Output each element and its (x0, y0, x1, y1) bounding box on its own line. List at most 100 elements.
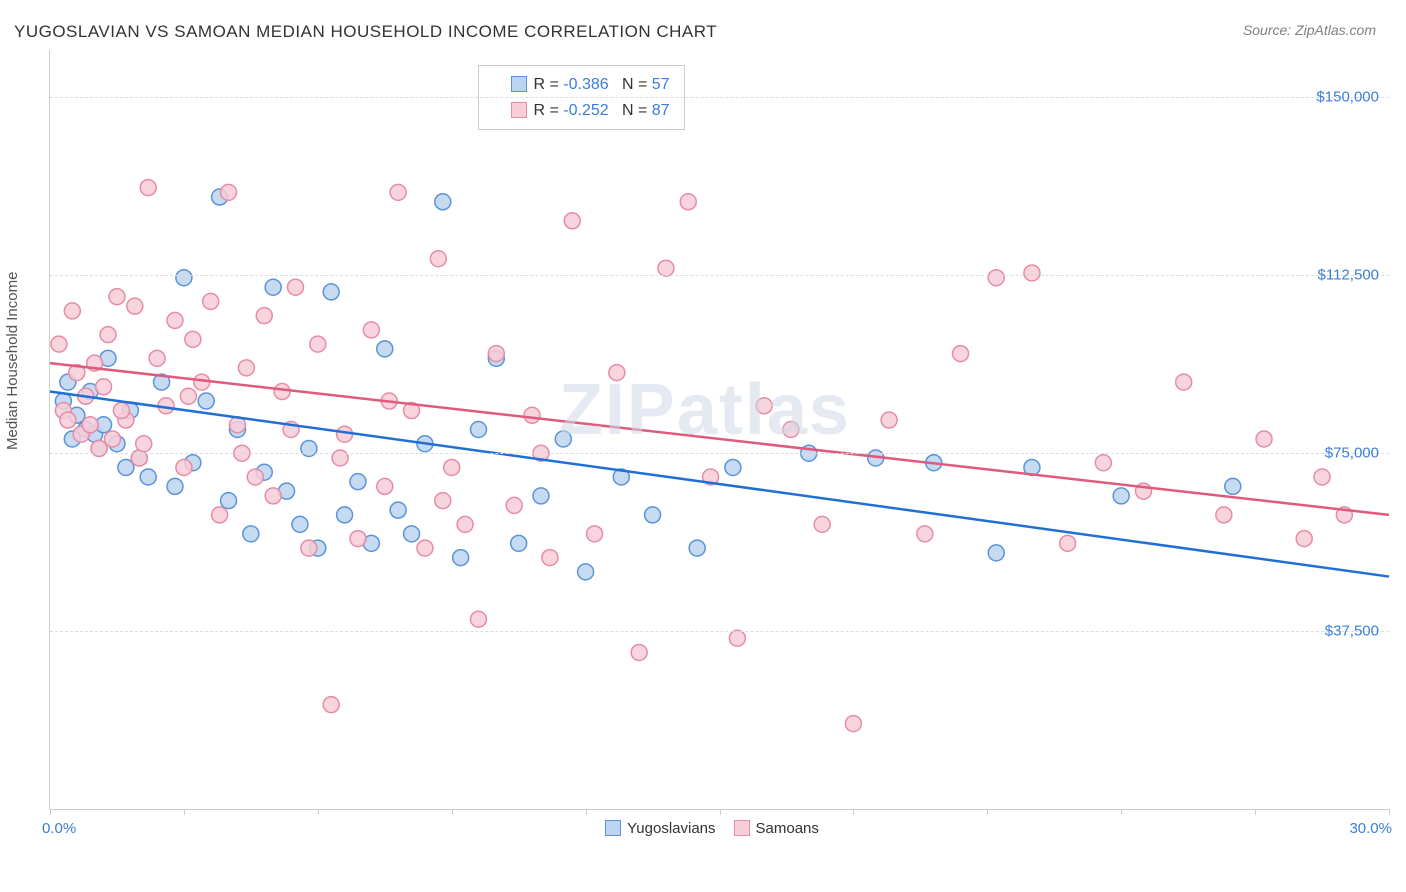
scatter-point-yugoslavians (350, 474, 366, 490)
scatter-point-yugoslavians (453, 550, 469, 566)
scatter-point-samoans (247, 469, 263, 485)
x-tick (586, 809, 587, 815)
x-tick (1389, 809, 1390, 815)
scatter-point-samoans (82, 417, 98, 433)
scatter-point-yugoslavians (337, 507, 353, 523)
scatter-point-yugoslavians (533, 488, 549, 504)
scatter-point-samoans (756, 398, 772, 414)
scatter-point-samoans (136, 436, 152, 452)
scatter-point-yugoslavians (1225, 478, 1241, 494)
scatter-point-samoans (390, 184, 406, 200)
bottom-label-yugoslavians: Yugoslavians (627, 820, 715, 837)
scatter-point-yugoslavians (988, 545, 1004, 561)
scatter-point-samoans (140, 180, 156, 196)
x-tick (318, 809, 319, 815)
stats-row-yugoslavians: R = -0.386 N = 57 (493, 72, 669, 98)
gridline (50, 97, 1389, 98)
gridline (50, 631, 1389, 632)
bottom-label-samoans: Samoans (756, 820, 819, 837)
y-tick-label: $37,500 (1325, 623, 1379, 640)
scatter-point-samoans (323, 697, 339, 713)
scatter-point-yugoslavians (555, 431, 571, 447)
scatter-point-yugoslavians (404, 526, 420, 542)
y-axis-label: Median Household Income (4, 272, 21, 450)
scatter-point-yugoslavians (435, 194, 451, 210)
x-tick (452, 809, 453, 815)
x-tick (1121, 809, 1122, 815)
scatter-point-samoans (265, 488, 281, 504)
scatter-point-samoans (631, 644, 647, 660)
scatter-point-samoans (470, 611, 486, 627)
x-tick (720, 809, 721, 815)
scatter-point-samoans (417, 540, 433, 556)
x-tick (50, 809, 51, 815)
scatter-point-samoans (564, 213, 580, 229)
scatter-point-samoans (953, 346, 969, 362)
legend-swatch-samoans (511, 102, 527, 118)
chart-container: Median Household Income ZIPatlas R = -0.… (14, 50, 1392, 860)
source-label: Source: ZipAtlas.com (1243, 22, 1376, 38)
scatter-point-yugoslavians (167, 478, 183, 494)
scatter-point-yugoslavians (323, 284, 339, 300)
x-tick (1255, 809, 1256, 815)
scatter-point-samoans (1314, 469, 1330, 485)
scatter-point-samoans (506, 497, 522, 513)
scatter-point-samoans (350, 531, 366, 547)
scatter-point-samoans (587, 526, 603, 542)
scatter-point-samoans (221, 184, 237, 200)
scatter-point-samoans (988, 270, 1004, 286)
scatter-point-samoans (274, 384, 290, 400)
scatter-point-samoans (377, 478, 393, 494)
scatter-point-samoans (64, 303, 80, 319)
scatter-point-yugoslavians (390, 502, 406, 518)
scatter-point-samoans (917, 526, 933, 542)
scatter-point-yugoslavians (243, 526, 259, 542)
y-tick-label: $112,500 (1318, 267, 1379, 284)
scatter-point-samoans (1256, 431, 1272, 447)
scatter-point-yugoslavians (1113, 488, 1129, 504)
scatter-point-samoans (783, 422, 799, 438)
scatter-point-samoans (1060, 535, 1076, 551)
x-tick (853, 809, 854, 815)
scatter-point-yugoslavians (689, 540, 705, 556)
scatter-point-samoans (430, 251, 446, 267)
scatter-point-yugoslavians (377, 341, 393, 357)
scatter-point-samoans (729, 630, 745, 646)
scatter-point-samoans (1024, 265, 1040, 281)
scatter-point-samoans (104, 431, 120, 447)
scatter-point-samoans (113, 403, 129, 419)
scatter-point-samoans (176, 459, 192, 475)
plot-area: ZIPatlas R = -0.386 N = 57R = -0.252 N =… (49, 50, 1389, 810)
plot-svg (50, 50, 1389, 809)
scatter-point-samoans (363, 322, 379, 338)
y-tick-label: $150,000 (1316, 89, 1379, 106)
scatter-point-samoans (109, 289, 125, 305)
scatter-point-samoans (203, 293, 219, 309)
stat-r-samoans: -0.252 (563, 102, 608, 119)
stat-n-samoans: 87 (652, 102, 670, 119)
scatter-point-samoans (149, 350, 165, 366)
scatter-point-samoans (658, 260, 674, 276)
scatter-point-yugoslavians (725, 459, 741, 475)
scatter-point-samoans (845, 716, 861, 732)
scatter-point-samoans (542, 550, 558, 566)
scatter-point-samoans (256, 308, 272, 324)
stat-r-yugoslavians: -0.386 (563, 76, 608, 93)
scatter-point-samoans (444, 459, 460, 475)
scatter-point-samoans (238, 360, 254, 376)
scatter-point-yugoslavians (292, 516, 308, 532)
scatter-point-yugoslavians (140, 469, 156, 485)
scatter-point-yugoslavians (511, 535, 527, 551)
scatter-point-samoans (301, 540, 317, 556)
gridline (50, 275, 1389, 276)
scatter-point-samoans (524, 407, 540, 423)
scatter-point-samoans (185, 331, 201, 347)
x-tick (987, 809, 988, 815)
scatter-point-yugoslavians (645, 507, 661, 523)
scatter-point-samoans (814, 516, 830, 532)
scatter-point-yugoslavians (470, 422, 486, 438)
scatter-point-samoans (60, 412, 76, 428)
gridline (50, 453, 1389, 454)
scatter-point-samoans (180, 388, 196, 404)
scatter-point-samoans (1216, 507, 1232, 523)
